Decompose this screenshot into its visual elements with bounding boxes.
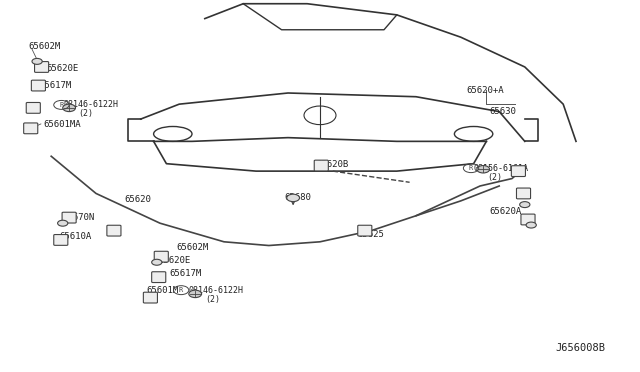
- Circle shape: [189, 290, 202, 298]
- Text: 65601MA: 65601MA: [44, 120, 81, 129]
- Circle shape: [520, 202, 530, 208]
- FancyBboxPatch shape: [521, 214, 535, 225]
- FancyBboxPatch shape: [107, 225, 121, 236]
- Text: 65602M: 65602M: [29, 42, 61, 51]
- Text: J656008B: J656008B: [556, 343, 605, 353]
- Text: 65620E: 65620E: [159, 256, 191, 265]
- FancyBboxPatch shape: [26, 103, 40, 113]
- FancyBboxPatch shape: [31, 80, 45, 91]
- Text: 65630: 65630: [490, 107, 516, 116]
- Circle shape: [32, 58, 42, 64]
- Text: 65620: 65620: [125, 195, 152, 203]
- Text: 65620B: 65620B: [317, 160, 349, 169]
- FancyBboxPatch shape: [152, 272, 166, 283]
- Text: 65625: 65625: [357, 230, 384, 239]
- Text: 65670N: 65670N: [63, 213, 95, 222]
- Text: 65680: 65680: [285, 193, 312, 202]
- Text: 65610A: 65610A: [59, 232, 91, 241]
- FancyBboxPatch shape: [62, 212, 76, 223]
- Text: (2): (2): [78, 109, 93, 118]
- Circle shape: [152, 259, 162, 265]
- Text: 08146-6122H: 08146-6122H: [189, 286, 244, 295]
- Circle shape: [287, 194, 300, 202]
- FancyBboxPatch shape: [511, 166, 525, 177]
- Text: 65602M: 65602M: [176, 243, 208, 252]
- Text: R: R: [469, 165, 473, 171]
- Text: 08146-6122H: 08146-6122H: [64, 100, 119, 109]
- FancyBboxPatch shape: [143, 292, 157, 303]
- FancyBboxPatch shape: [24, 123, 38, 134]
- FancyBboxPatch shape: [35, 61, 49, 72]
- Circle shape: [63, 104, 76, 112]
- FancyBboxPatch shape: [154, 251, 168, 262]
- FancyBboxPatch shape: [358, 225, 372, 236]
- Text: 65620+A: 65620+A: [466, 86, 504, 94]
- Text: 65617M: 65617M: [170, 269, 202, 278]
- Text: (2): (2): [205, 295, 220, 304]
- Text: 08156-6161A: 08156-6161A: [474, 164, 529, 173]
- Text: 65601M: 65601M: [146, 286, 178, 295]
- Text: 65620A: 65620A: [490, 207, 522, 216]
- FancyBboxPatch shape: [516, 188, 531, 199]
- Text: R: R: [60, 102, 63, 108]
- Text: (2): (2): [488, 173, 502, 182]
- Text: 65620E: 65620E: [46, 64, 78, 73]
- Circle shape: [526, 222, 536, 228]
- Circle shape: [58, 220, 68, 226]
- Circle shape: [477, 166, 490, 173]
- FancyBboxPatch shape: [314, 160, 328, 171]
- FancyBboxPatch shape: [54, 235, 68, 246]
- Text: 65617M: 65617M: [40, 81, 72, 90]
- Text: R: R: [179, 287, 183, 293]
